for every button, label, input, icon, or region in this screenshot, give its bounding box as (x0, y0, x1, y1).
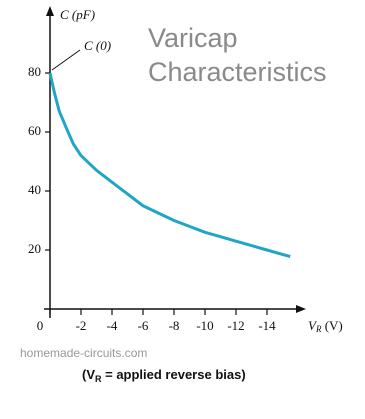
y-axis-arrow (46, 6, 54, 16)
x-tick-label: -2 (76, 318, 87, 333)
x-tick-label: -6 (138, 318, 149, 333)
caption: (VR = applied reverse bias) (82, 367, 246, 384)
chart-title: Varicap (148, 23, 238, 53)
y-axis-label: C (pF) (60, 7, 95, 22)
x-axis-label-unit: (V) (321, 318, 342, 333)
caption-start: (V (82, 367, 95, 382)
x-tick-label: -10 (196, 318, 213, 333)
x-axis-label: VR (V) (308, 318, 343, 334)
chart-title: Characteristics (148, 57, 327, 87)
annotation: C (0) (84, 38, 111, 53)
y-tick-label: 20 (28, 241, 41, 256)
x-axis-label-subscript: R (315, 324, 322, 334)
y-tick-label: 60 (28, 123, 41, 138)
x-tick-label: 0 (37, 318, 44, 333)
caption-subscript: R (95, 374, 102, 384)
x-axis-arrow (296, 305, 306, 313)
x-tick-label: -14 (258, 318, 276, 333)
x-axis-label-symbol: V (308, 318, 318, 333)
watermark: homemade-circuits.com (20, 346, 147, 360)
y-tick-label: 80 (28, 64, 41, 79)
x-tick-label: -8 (169, 318, 180, 333)
caption-end: = applied reverse bias) (102, 367, 246, 382)
annotation-leader (51, 49, 81, 71)
x-tick-label: -4 (107, 318, 118, 333)
y-tick-label: 40 (28, 182, 41, 197)
x-tick-label: -12 (227, 318, 244, 333)
data-line (48, 72, 291, 258)
